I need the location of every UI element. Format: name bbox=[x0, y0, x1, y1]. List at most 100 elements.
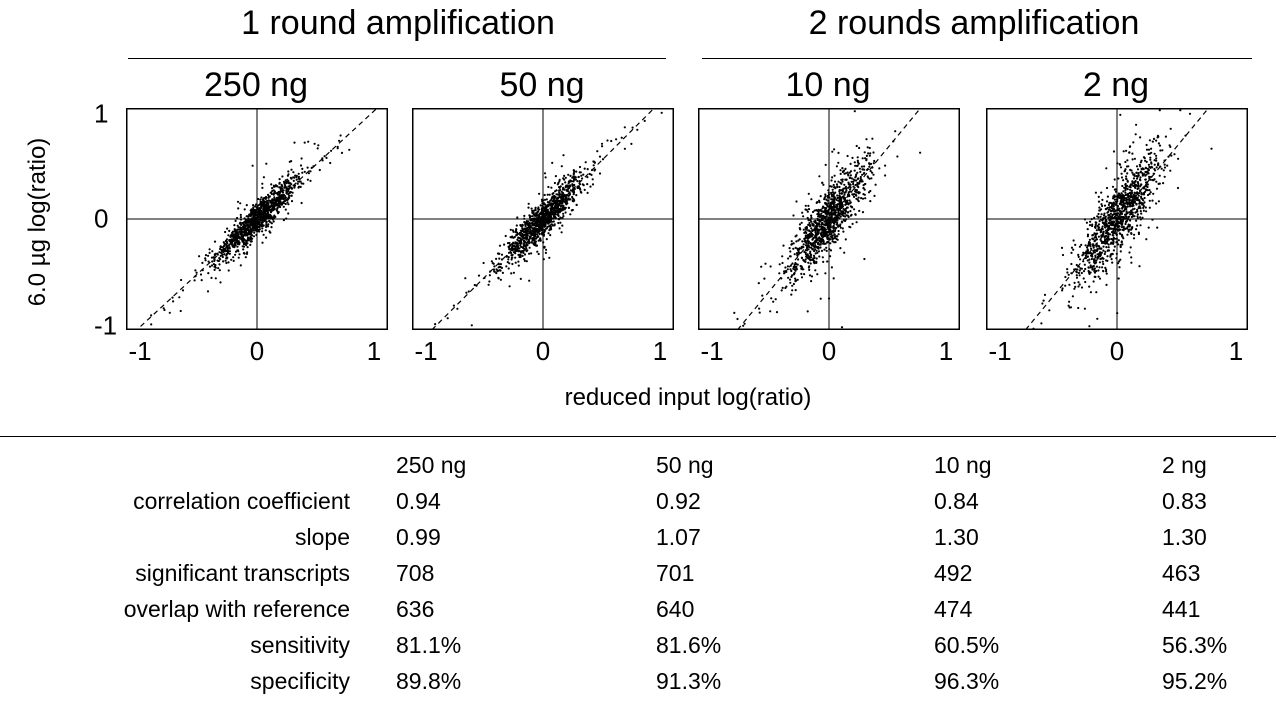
scatter-point bbox=[559, 221, 562, 224]
scatter-point bbox=[548, 213, 551, 216]
scatter-point bbox=[1094, 221, 1097, 224]
scatter-point bbox=[550, 205, 553, 208]
scatter-point bbox=[1124, 213, 1127, 216]
scatter-point bbox=[258, 208, 261, 211]
scatter-point bbox=[1147, 226, 1150, 229]
scatter-point bbox=[1104, 266, 1107, 269]
scatter-point bbox=[536, 216, 539, 219]
scatter-point bbox=[1097, 195, 1100, 198]
scatter-point bbox=[1114, 188, 1117, 191]
scatter-point bbox=[562, 188, 565, 191]
scatter-point bbox=[278, 182, 281, 185]
scatter-point bbox=[1105, 219, 1108, 222]
scatter-point bbox=[1127, 201, 1131, 204]
scatter-point bbox=[1120, 203, 1123, 206]
scatter-point bbox=[1135, 228, 1138, 231]
scatter-point bbox=[1157, 163, 1160, 166]
scatter-point bbox=[1122, 218, 1125, 221]
scatter-point bbox=[210, 256, 214, 259]
scatter-point bbox=[268, 230, 271, 233]
scatter-point bbox=[1148, 175, 1151, 178]
scatter-point bbox=[243, 208, 246, 211]
scatter-point bbox=[250, 211, 253, 215]
scatter-point bbox=[861, 168, 864, 171]
scatter-point bbox=[1142, 193, 1146, 196]
scatter-point bbox=[858, 167, 861, 170]
scatter-point bbox=[219, 258, 222, 261]
scatter-point bbox=[589, 185, 592, 188]
scatter-point bbox=[272, 184, 275, 187]
scatter-point bbox=[792, 214, 795, 217]
scatter-point bbox=[552, 192, 555, 195]
scatter-point bbox=[179, 309, 182, 313]
scatter-point bbox=[279, 200, 282, 203]
scatter-point bbox=[859, 175, 862, 179]
scatter-point bbox=[522, 243, 525, 246]
scatter-point bbox=[847, 186, 850, 189]
scatter-point bbox=[246, 242, 249, 245]
scatter-point bbox=[1145, 189, 1148, 192]
scatter-point bbox=[290, 194, 293, 197]
scatter-point bbox=[1116, 205, 1119, 208]
scatter-point bbox=[874, 183, 877, 186]
scatter-point bbox=[1125, 210, 1128, 213]
scatter-point bbox=[243, 221, 246, 224]
scatter-point bbox=[1093, 275, 1096, 278]
scatter-point bbox=[793, 265, 796, 268]
scatter-point bbox=[571, 199, 574, 203]
scatter-point bbox=[270, 209, 273, 212]
table-cell: 0.84 bbox=[934, 488, 979, 514]
scatter-point bbox=[1118, 260, 1121, 263]
scatter-point bbox=[568, 180, 571, 183]
scatter-point bbox=[271, 200, 274, 203]
table-cell: 0.83 bbox=[1162, 488, 1207, 514]
scatter-point bbox=[561, 208, 564, 211]
scatter-point bbox=[869, 170, 872, 173]
scatter-point bbox=[561, 224, 564, 227]
scatter-point bbox=[523, 230, 526, 233]
scatter-point bbox=[213, 268, 216, 271]
scatter-point bbox=[239, 216, 242, 219]
scatter-point bbox=[743, 322, 746, 325]
scatter-point bbox=[543, 212, 546, 215]
scatter-point bbox=[518, 241, 521, 244]
scatter-point bbox=[1122, 237, 1125, 240]
x-tick-1: 1 bbox=[938, 336, 954, 366]
scatter-point bbox=[1120, 240, 1123, 243]
scatter-point bbox=[208, 265, 212, 268]
scatter-point bbox=[575, 170, 578, 173]
scatter-point bbox=[307, 172, 310, 175]
scatter-point bbox=[527, 220, 530, 223]
scatter-point bbox=[815, 257, 818, 260]
scatter-point bbox=[272, 220, 275, 223]
scatter-point bbox=[286, 198, 289, 202]
scatter-point bbox=[1107, 224, 1111, 227]
scatter-point bbox=[258, 223, 261, 226]
scatter-point bbox=[487, 283, 490, 286]
scatter-point bbox=[211, 260, 214, 263]
scatter-point bbox=[1117, 177, 1120, 180]
scatter-points bbox=[733, 108, 922, 330]
scatter-point bbox=[558, 178, 561, 181]
scatter-point bbox=[1073, 287, 1076, 290]
scatter-point bbox=[579, 188, 582, 191]
scatter-point bbox=[1127, 230, 1130, 233]
scatter-point bbox=[262, 176, 265, 179]
scatter-point bbox=[848, 171, 851, 174]
scatter-point bbox=[284, 179, 287, 182]
scatter-point bbox=[259, 200, 262, 203]
scatter-point bbox=[817, 245, 820, 248]
scatter-point bbox=[1156, 136, 1159, 139]
scatter-point bbox=[813, 241, 817, 244]
scatter-point bbox=[1096, 224, 1099, 227]
scatter-point bbox=[541, 233, 544, 236]
scatter-point bbox=[285, 217, 288, 220]
column-header: 2 ng bbox=[1162, 452, 1207, 478]
scatter-point bbox=[262, 201, 265, 204]
scatter-point bbox=[266, 193, 270, 196]
scatter-point bbox=[214, 277, 217, 280]
scatter-point bbox=[792, 267, 795, 270]
scatter-point bbox=[829, 223, 832, 227]
scatter-point bbox=[829, 242, 832, 245]
scatter-point bbox=[795, 265, 798, 268]
